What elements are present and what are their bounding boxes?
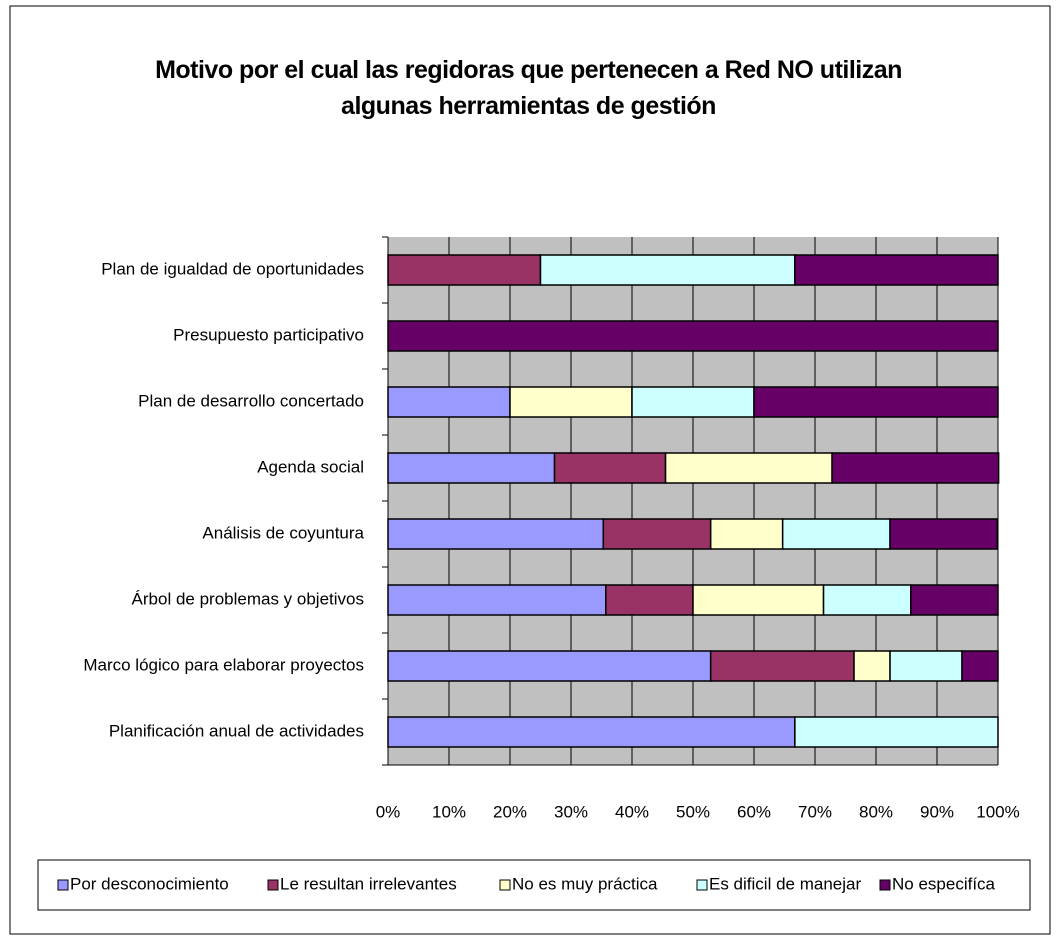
bar-segment [709, 650, 855, 682]
bar-segment [910, 584, 999, 616]
y-tick-label: Plan de desarrollo concertado [138, 391, 364, 410]
y-tick-label: Marco lógico para elaborar proyectos [83, 655, 364, 674]
bar-segment [387, 584, 607, 616]
bar-segment [387, 716, 796, 748]
bar-segment [605, 584, 694, 616]
bar-segment [889, 518, 999, 550]
bar-segment [539, 254, 796, 286]
bar-segment [889, 650, 963, 682]
y-tick-label: Presupuesto participativo [173, 325, 364, 344]
bar-segment [831, 452, 1000, 484]
legend-swatch [267, 879, 279, 891]
x-tick-label: 0% [376, 802, 401, 821]
bar-segment [853, 650, 891, 682]
legend-label: Le resultan irrelevantes [280, 874, 457, 893]
x-tick-label: 30% [554, 802, 588, 821]
bar-segment [387, 320, 999, 352]
legend-swatch [696, 879, 708, 891]
bar-segment [387, 518, 605, 550]
legend-swatch [57, 879, 69, 891]
legend-label: No es muy práctica [512, 874, 658, 893]
x-tick-label: 60% [737, 802, 771, 821]
bar-segment [602, 518, 712, 550]
y-tick-label: Agenda social [257, 457, 364, 476]
x-tick-label: 20% [493, 802, 527, 821]
x-tick-label: 50% [676, 802, 710, 821]
bar-segment [961, 650, 999, 682]
legend-swatch [499, 879, 511, 891]
x-tick-label: 40% [615, 802, 649, 821]
bar-segment [387, 254, 542, 286]
y-tick-label: Árbol de problemas y objetivos [132, 589, 364, 608]
legend-label: No especifíca [892, 874, 996, 893]
bar-segment [781, 518, 891, 550]
bar-segment [692, 584, 825, 616]
bar-segment [794, 716, 999, 748]
legend-label: Es dificil de manejar [709, 874, 861, 893]
x-tick-label: 70% [798, 802, 832, 821]
bar-segment [631, 386, 755, 418]
y-tick-label: Plan de igualdad de oportunidades [101, 259, 364, 278]
bar-segment [387, 386, 511, 418]
bar-segment [509, 386, 633, 418]
y-tick-label: Planificación anual de actividades [109, 721, 364, 740]
x-tick-label: 90% [920, 802, 954, 821]
bar-segment [794, 254, 999, 286]
bar-segment [664, 452, 833, 484]
bar-segment [753, 386, 999, 418]
chart-title: Motivo por el cual las regidoras que per… [155, 56, 902, 120]
bar-segment [387, 452, 556, 484]
x-tick-label: 10% [432, 802, 466, 821]
bar-segment [822, 584, 912, 616]
legend-swatch [879, 879, 891, 891]
bar-segment [387, 650, 712, 682]
y-tick-label: Análisis de coyuntura [202, 523, 364, 542]
x-tick-label: 80% [859, 802, 893, 821]
legend-label: Por desconocimiento [70, 874, 229, 893]
bar-segment [553, 452, 667, 484]
x-tick-label: 100% [976, 802, 1019, 821]
legend-box [37, 859, 1031, 911]
bar-segment [709, 518, 784, 550]
